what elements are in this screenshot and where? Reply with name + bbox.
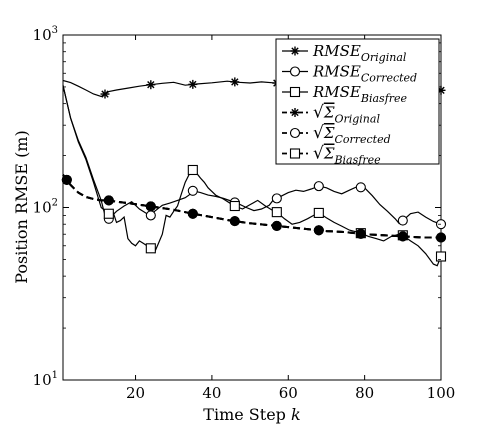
- data-point-rmse-corrected-1: [145, 210, 156, 221]
- legend-label-sigma-corrected: √ΣCorrected: [313, 123, 391, 146]
- data-point-rmse-original-0: [100, 89, 110, 99]
- series-sigma-biasfree: [61, 174, 446, 243]
- legend-marker-sigma-original: [290, 108, 300, 117]
- legend-label-sigma-biasfree: √ΣBiasfree: [313, 144, 381, 167]
- y-axis-label: Position RMSE (m): [12, 130, 31, 283]
- data-point-rmse-corrected-6: [355, 182, 366, 193]
- data-point-rmse-biasfree-8: [435, 251, 447, 262]
- data-point-sigma-biasfree-9: [436, 232, 446, 243]
- legend: RMSEOriginalRMSECorrectedRMSEBiasfree√ΣO…: [275, 38, 440, 167]
- legend-label-sigma-original: √ΣOriginal: [313, 103, 380, 126]
- data-point-sigma-biasfree-6: [313, 225, 324, 236]
- x-tick-label-1: 40: [202, 384, 221, 402]
- x-tick-label-0: 20: [126, 384, 145, 402]
- data-point-rmse-corrected-4: [271, 193, 282, 204]
- data-point-sigma-biasfree-5: [271, 220, 282, 231]
- data-point-rmse-biasfree-1: [145, 243, 156, 254]
- x-tick-label-3: 80: [355, 384, 374, 402]
- y-tick-label-2: 103: [33, 25, 58, 44]
- legend-marker-sigma-corrected: [289, 127, 301, 139]
- axis-layer: 20 40 60 80 100 101 102 103: [33, 25, 456, 402]
- data-point-sigma-biasfree-8: [397, 231, 408, 242]
- data-point-rmse-original-1: [146, 80, 156, 90]
- data-point-sigma-biasfree-2: [145, 201, 156, 212]
- y-tick-label-0: 101: [33, 370, 58, 389]
- data-point-rmse-biasfree-0: [103, 208, 114, 219]
- data-point-sigma-biasfree-4: [229, 216, 240, 227]
- data-point-sigma-biasfree-7: [355, 228, 366, 239]
- data-point-sigma-biasfree-0: [61, 174, 72, 185]
- series-line-rmse-biasfree: [62, 85, 442, 267]
- legend-marker-rmse-corrected: [289, 66, 301, 77]
- data-point-sigma-biasfree-1: [103, 195, 114, 206]
- legend-label-rmse-biasfree: RMSEBiasfree: [312, 83, 408, 105]
- data-point-sigma-biasfree-3: [187, 208, 198, 219]
- series-line-rmse-corrected: [62, 85, 442, 225]
- data-point-rmse-biasfree-2: [187, 164, 198, 176]
- data-point-rmse-biasfree-4: [271, 207, 282, 218]
- legend-marker-rmse-original: [290, 46, 300, 56]
- data-point-rmse-original-2: [188, 79, 198, 89]
- data-point-rmse-corrected-5: [313, 181, 324, 192]
- x-tick-label-2: 60: [279, 384, 298, 402]
- legend-label-rmse-corrected: RMSECorrected: [312, 63, 417, 85]
- data-point-rmse-original-3: [230, 77, 240, 87]
- data-point-rmse-biasfree-5: [313, 207, 324, 218]
- data-point-rmse-corrected-2: [187, 185, 198, 196]
- data-point-rmse-corrected-7: [397, 215, 408, 226]
- x-axis-label: Time Step k: [203, 405, 300, 424]
- legend-label-rmse-original: RMSEOriginal: [312, 42, 407, 64]
- legend-box: [275, 38, 440, 165]
- y-tick-label-1: 102: [33, 198, 58, 217]
- legend-marker-rmse-biasfree: [289, 86, 301, 98]
- data-point-rmse-biasfree-3: [229, 200, 240, 212]
- x-tick-label-4: 100: [427, 384, 456, 402]
- legend-marker-sigma-biasfree: [289, 148, 301, 159]
